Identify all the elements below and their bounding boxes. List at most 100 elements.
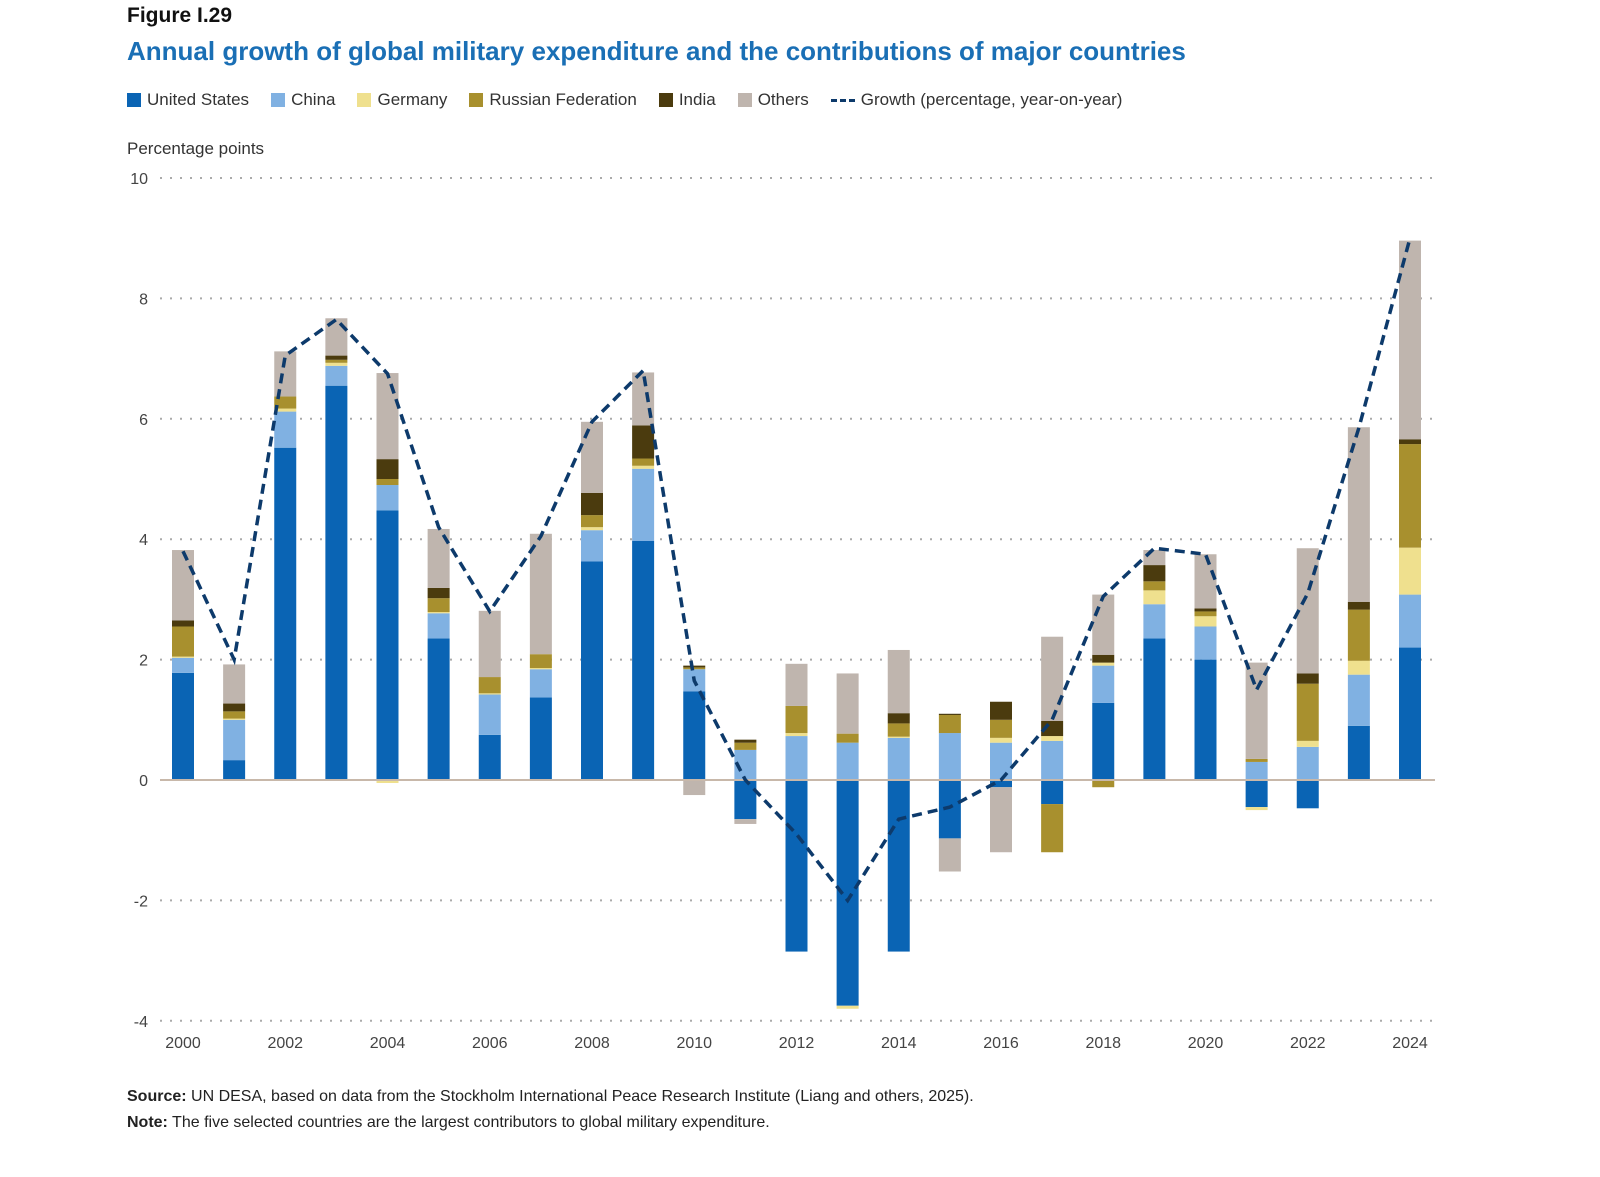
bar-segment-united-states <box>1296 780 1319 809</box>
bar-segment-china <box>325 365 348 386</box>
bar-segment-russian-federation <box>325 359 348 363</box>
legend-swatch <box>658 93 673 107</box>
legend-item: Russian Federation <box>469 90 637 110</box>
bar-segment-china <box>172 657 194 673</box>
bar-segment-united-states <box>785 780 808 952</box>
bar-segment-united-states <box>376 510 399 780</box>
legend-item-growth: Growth (percentage, year-on-year) <box>830 90 1123 110</box>
bar-segment-united-states <box>478 734 501 780</box>
x-tick-label: 2024 <box>1392 1035 1428 1052</box>
bar-segment-others <box>172 550 194 621</box>
bar-segment-united-states <box>990 780 1012 788</box>
bar-segment-others <box>274 351 297 397</box>
bar-segment-russian-federation <box>223 711 246 719</box>
legend-label: Growth (percentage, year-on-year) <box>860 90 1123 109</box>
note: Note: The five selected countries are th… <box>127 1114 770 1132</box>
figure-label: Figure I.29 <box>127 4 233 27</box>
y-tick-label: 4 <box>139 532 148 549</box>
bar-segment-russian-federation <box>478 677 501 694</box>
bar-segment-russian-federation <box>683 667 706 670</box>
bar-segment-united-states <box>683 691 706 780</box>
bar-segment-united-states <box>1245 780 1268 808</box>
bar-segment-india <box>1143 565 1166 582</box>
bar-segment-india <box>1092 654 1115 663</box>
bar-segment-united-states <box>581 561 603 780</box>
legend-item: Germany <box>357 90 447 110</box>
bar-segment-india <box>325 355 348 360</box>
bar-segment-others <box>529 533 552 655</box>
bar-segment-others <box>990 787 1012 853</box>
bar-segment-germany <box>836 1005 859 1009</box>
x-tick-label: 2020 <box>1188 1035 1224 1052</box>
legend-item: Others <box>737 90 809 110</box>
bar-segment-china <box>274 411 297 448</box>
y-tick-label: 2 <box>139 653 148 670</box>
bar-segment-russian-federation <box>1347 609 1370 661</box>
bar-segment-russian-federation <box>1399 444 1421 548</box>
bar-segment-others <box>581 421 603 493</box>
bar-segment-china <box>1245 761 1268 780</box>
bar-segment-united-states <box>325 385 348 780</box>
bar-segment-germany <box>223 718 246 720</box>
y-tick-label: 0 <box>139 773 148 790</box>
bar-segment-germany <box>1347 660 1370 675</box>
bar-segment-russian-federation <box>1143 581 1166 591</box>
bar-segment-russian-federation <box>836 733 859 743</box>
bar-segment-china <box>529 669 552 698</box>
bar-segment-others <box>478 610 501 678</box>
bar-segment-russian-federation <box>734 742 757 750</box>
bar-segment-germany <box>887 736 910 738</box>
bar-segment-germany <box>427 612 450 614</box>
bar-segment-germany <box>1245 807 1268 811</box>
bar-segment-russian-federation <box>1245 758 1268 762</box>
bar-segment-others <box>1092 594 1115 655</box>
bar-segment-others <box>1399 240 1421 440</box>
bar-segment-china <box>887 737 910 780</box>
y-tick-label: -4 <box>134 1014 148 1031</box>
bar-segment-united-states <box>1347 725 1370 780</box>
bar-segment-russian-federation <box>274 396 297 409</box>
bar-segment-germany <box>632 465 655 469</box>
bar-segment-germany <box>1143 590 1166 605</box>
bar-segment-germany <box>1041 736 1064 741</box>
bar-segment-germany <box>529 668 552 670</box>
bar-segment-others <box>938 838 961 872</box>
bar-segment-china <box>836 742 859 780</box>
legend-label: China <box>291 90 336 109</box>
bar-segment-china <box>1041 740 1064 780</box>
y-tick-label: 6 <box>139 412 148 429</box>
bar-segment-united-states <box>1041 780 1064 805</box>
bar-segment-russian-federation <box>632 458 655 466</box>
bar-segment-india <box>938 713 961 715</box>
bar-segment-india <box>990 701 1012 720</box>
legend-item: United States <box>127 90 249 110</box>
chart-title: Annual growth of global military expendi… <box>127 36 1186 66</box>
bar-segment-germany <box>581 527 603 531</box>
bar-segment-india <box>223 703 246 712</box>
source-text: UN DESA, based on data from the Stockhol… <box>186 1088 974 1105</box>
bar-segment-china <box>376 485 399 511</box>
bar-segment-united-states <box>1194 659 1217 780</box>
bar-segment-russian-federation <box>938 714 961 734</box>
bar-segment-russian-federation <box>427 598 450 613</box>
bar-segment-russian-federation <box>376 479 399 486</box>
source: Source: UN DESA, based on data from the … <box>127 1088 974 1106</box>
x-tick-label: 2002 <box>267 1035 303 1052</box>
y-axis-label: Percentage points <box>127 139 265 158</box>
bar-segment-india <box>1296 673 1319 684</box>
bar-segment-united-states <box>1092 702 1115 780</box>
bar-segment-russian-federation <box>785 705 808 734</box>
bar-segment-united-states <box>734 780 757 820</box>
legend-label: Others <box>757 90 809 109</box>
bar-segment-germany <box>1194 616 1217 627</box>
bar-segment-others <box>427 528 450 588</box>
bar-segment-china <box>1296 746 1319 780</box>
bar-segment-russian-federation <box>1092 780 1115 788</box>
bar-segment-united-states <box>1143 638 1166 780</box>
growth-line <box>181 237 1412 904</box>
bar-segment-germany <box>990 737 1012 743</box>
bar-segment-china <box>478 694 501 735</box>
bar-segment-india <box>172 620 194 627</box>
bar-segment-china <box>990 742 1012 780</box>
